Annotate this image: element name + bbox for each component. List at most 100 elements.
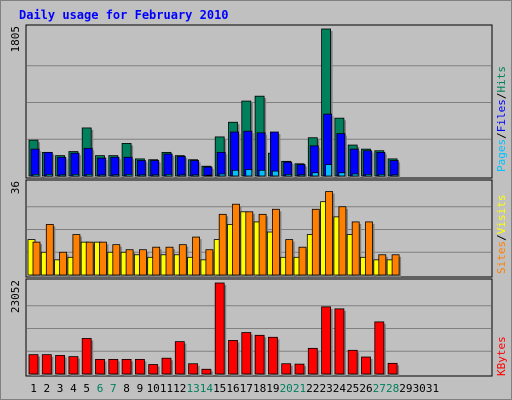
files-bar: [230, 131, 239, 177]
kbytes-bar: [121, 358, 132, 375]
files-bar: [363, 150, 372, 177]
legend-sites: Sites: [495, 241, 508, 274]
pages-bar: [112, 174, 120, 177]
x-tick-label: 31: [426, 382, 439, 395]
x-tick-label: 27: [373, 382, 386, 395]
pages-bar: [45, 173, 53, 177]
pages-bar: [378, 173, 386, 177]
sites-bar: [192, 236, 201, 276]
files-bar: [349, 148, 359, 177]
pages-bar: [232, 169, 239, 177]
kbytes-bar: [387, 362, 398, 375]
pages-bar: [59, 174, 66, 177]
pages-bar-shadow: [114, 176, 121, 178]
bars-layer: [27, 28, 402, 376]
sites-bar: [298, 246, 307, 276]
x-tick-label: 25: [346, 382, 359, 395]
x-tick-label: 29: [399, 382, 412, 395]
files-bar: [110, 156, 120, 177]
x-tick-label: 14: [200, 382, 214, 395]
x-tick-label: 22: [306, 382, 319, 395]
files-bar: [57, 156, 66, 177]
x-tick-label: 24: [333, 382, 347, 395]
sites-bar: [245, 211, 254, 276]
hits-ymax-label: 1805: [9, 26, 22, 53]
x-tick-label: 23: [319, 382, 332, 395]
pages-bar: [138, 174, 146, 177]
kbytes-bar: [374, 321, 385, 375]
sites-bar: [285, 239, 294, 276]
pages-bar: [285, 173, 293, 177]
x-axis-labels: 1 2 3 4 5 6 7 8 9 10 11 12 13 14 15 16 17 18 19 20 21 22 23 24 2…: [30, 382, 439, 395]
pages-bar: [125, 173, 133, 177]
sites-bar: [258, 213, 267, 276]
pages-bar-shadow: [354, 175, 361, 178]
sites-bar: [378, 254, 387, 276]
kbytes-bar: [281, 363, 292, 375]
sites-bar: [72, 234, 81, 276]
pages-bar-shadow: [207, 177, 214, 178]
kbytes-bar: [81, 338, 92, 375]
x-tick-label: 11: [160, 382, 173, 395]
sites-bar: [152, 246, 161, 276]
x-tick-label: 26: [359, 382, 372, 395]
pages-bar: [205, 174, 213, 177]
files-bar: [203, 166, 213, 177]
sites-bar: [391, 254, 400, 276]
files-bar: [309, 145, 319, 177]
pages-bar: [85, 173, 93, 177]
pages-bar: [178, 174, 186, 177]
kbytes-bar: [334, 308, 345, 375]
sites-bar: [311, 208, 320, 276]
files-bar: [389, 160, 399, 177]
pages-bar: [192, 174, 200, 177]
pages-bar-shadow: [367, 176, 374, 178]
x-tick-label: 28: [386, 382, 399, 395]
legend-text: Sites/Visits: [495, 195, 508, 275]
kbytes-ymax-label: 23052: [9, 280, 22, 313]
kbytes-bar: [228, 340, 238, 375]
kbytes-bar: [134, 358, 145, 375]
legend-files: Files: [495, 99, 508, 132]
kbytes-bar: [148, 364, 159, 375]
x-tick-label: 8: [123, 382, 130, 395]
files-bar: [97, 157, 106, 177]
pages-bar-shadow: [154, 176, 161, 178]
x-tick-label: 9: [137, 382, 144, 395]
sites-bar: [232, 203, 240, 276]
sites-bar: [138, 249, 147, 276]
kbytes-bar: [95, 358, 105, 375]
pages-bar: [245, 169, 253, 177]
legend-visits: Visits: [495, 195, 508, 235]
kbytes-bar: [41, 354, 52, 375]
x-tick-label: 16: [226, 382, 239, 395]
files-bar: [150, 160, 160, 177]
x-tick-label: 4: [70, 382, 77, 395]
kbytes-bar: [307, 347, 318, 375]
kbytes-bar: [188, 363, 199, 375]
files-bar: [269, 131, 279, 177]
files-bar: [163, 153, 173, 177]
legend-text: Pages/Files/Hits: [495, 66, 508, 172]
files-bar: [83, 147, 93, 177]
pages-bar: [351, 173, 359, 177]
kbytes-bar: [294, 363, 305, 375]
sites-bar: [178, 244, 187, 276]
sites-bar: [351, 221, 360, 276]
x-tick-label: 19: [266, 382, 279, 395]
files-bar: [123, 156, 133, 177]
legend-hits: Hits: [495, 66, 508, 93]
kbytes-legend: KBytes: [495, 336, 508, 376]
sites-bar: [165, 246, 174, 276]
pages-bar-shadow: [287, 176, 294, 178]
x-tick-label: 30: [413, 382, 426, 395]
kbytes-bar: [241, 332, 252, 375]
pages-bar-shadow: [35, 176, 41, 178]
visits-ymax-label: 36: [9, 181, 22, 194]
x-tick-label: 12: [173, 382, 186, 395]
pages-bar: [325, 164, 333, 177]
kbytes-bar: [321, 306, 332, 375]
pages-bar: [271, 170, 279, 177]
pages-bar: [365, 173, 372, 177]
